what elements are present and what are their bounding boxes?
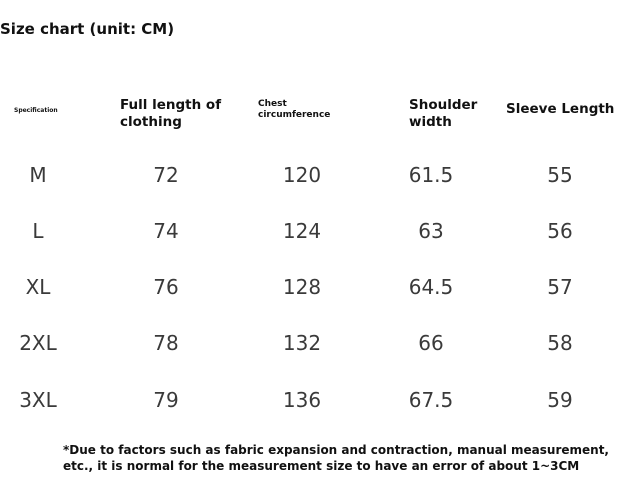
shoulder-cell: 63 — [418, 219, 444, 243]
note-line: *Due to factors such as fabric expansion… — [63, 443, 609, 457]
chest-cell: 124 — [282, 219, 322, 243]
shoulder-cell: 66 — [418, 331, 444, 355]
table-row: M 72 120 61.5 55 — [0, 163, 642, 193]
sleeve-cell: 59 — [547, 388, 573, 412]
sleeve-cell: 55 — [547, 163, 573, 187]
measurement-note: *Due to factors such as fabric expansion… — [63, 442, 623, 474]
length-cell: 72 — [153, 163, 179, 187]
note-line: etc., it is normal for the measurement s… — [63, 459, 580, 474]
size-cell: 3XL — [19, 388, 57, 412]
header-sleeve-length: Sleeve Length — [506, 101, 615, 117]
table-row: 3XL 79 136 67.5 59 — [0, 388, 642, 418]
header-full-length: Full length of clothing — [120, 97, 222, 130]
chest-cell: 120 — [282, 163, 322, 187]
sleeve-cell: 56 — [547, 219, 573, 243]
length-cell: 79 — [153, 388, 179, 412]
table-row: XL 76 128 64.5 57 — [0, 275, 642, 305]
length-cell: 74 — [153, 219, 179, 243]
header-chest-circumference: Chest circumference — [258, 99, 331, 121]
size-cell: 2XL — [19, 331, 57, 355]
size-cell: L — [32, 219, 44, 243]
chest-cell: 136 — [282, 388, 322, 412]
chest-cell: 132 — [282, 331, 322, 355]
length-cell: 78 — [153, 331, 179, 355]
size-cell: M — [29, 163, 47, 187]
shoulder-cell: 64.5 — [408, 275, 454, 299]
sleeve-cell: 58 — [547, 331, 573, 355]
table-row: 2XL 78 132 66 58 — [0, 331, 642, 361]
shoulder-cell: 61.5 — [408, 163, 454, 187]
header-specification: Specification — [14, 107, 58, 114]
header-shoulder-width: Shoulder width — [409, 97, 478, 130]
size-cell: XL — [25, 275, 51, 299]
shoulder-cell: 67.5 — [408, 388, 454, 412]
sleeve-cell: 57 — [547, 275, 573, 299]
chest-cell: 128 — [282, 275, 322, 299]
page-title: Size chart (unit: CM) — [0, 20, 175, 38]
table-row: L 74 124 63 56 — [0, 219, 642, 249]
length-cell: 76 — [153, 275, 179, 299]
